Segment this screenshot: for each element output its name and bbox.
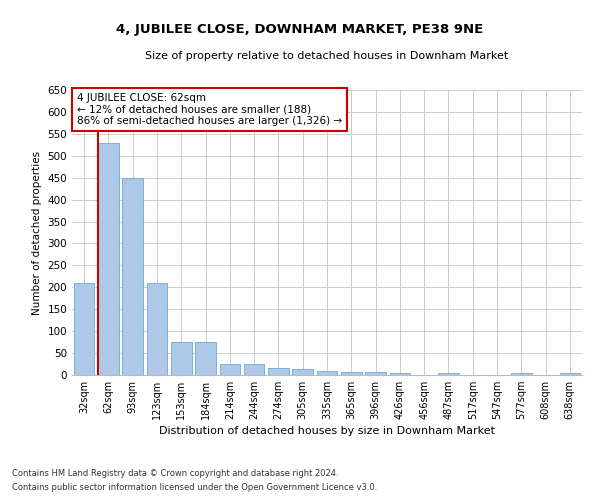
X-axis label: Distribution of detached houses by size in Downham Market: Distribution of detached houses by size … <box>159 426 495 436</box>
Bar <box>171 342 191 375</box>
Text: Contains HM Land Registry data © Crown copyright and database right 2024.: Contains HM Land Registry data © Crown c… <box>12 468 338 477</box>
Bar <box>268 368 289 375</box>
Bar <box>511 373 532 375</box>
Bar <box>292 370 313 375</box>
Bar <box>244 364 265 375</box>
Text: 4, JUBILEE CLOSE, DOWNHAM MARKET, PE38 9NE: 4, JUBILEE CLOSE, DOWNHAM MARKET, PE38 9… <box>116 22 484 36</box>
Text: 4 JUBILEE CLOSE: 62sqm
← 12% of detached houses are smaller (188)
86% of semi-de: 4 JUBILEE CLOSE: 62sqm ← 12% of detached… <box>77 93 342 126</box>
Bar <box>146 283 167 375</box>
Bar <box>365 372 386 375</box>
Bar <box>317 370 337 375</box>
Bar <box>122 178 143 375</box>
Bar <box>341 372 362 375</box>
Bar <box>560 373 580 375</box>
Bar <box>74 283 94 375</box>
Bar <box>220 364 240 375</box>
Bar <box>438 373 459 375</box>
Bar <box>195 342 216 375</box>
Text: Contains public sector information licensed under the Open Government Licence v3: Contains public sector information licen… <box>12 484 377 492</box>
Bar <box>389 373 410 375</box>
Bar <box>98 142 119 375</box>
Y-axis label: Number of detached properties: Number of detached properties <box>32 150 42 314</box>
Title: Size of property relative to detached houses in Downham Market: Size of property relative to detached ho… <box>145 52 509 62</box>
